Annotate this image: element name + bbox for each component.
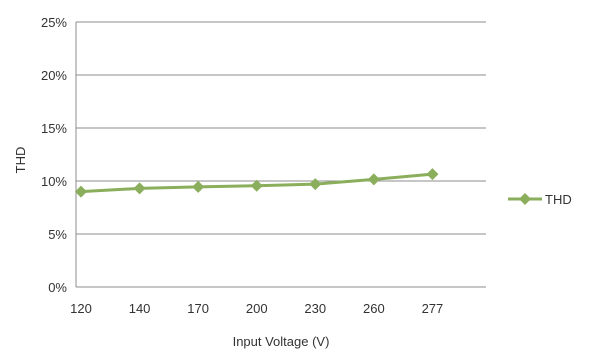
x-tick-label: 230	[304, 301, 326, 316]
data-point-marker	[133, 182, 146, 195]
series-thd	[75, 168, 439, 198]
y-tick-labels: 0% 5% 10% 15% 20% 25%	[41, 15, 67, 295]
data-point-marker	[250, 179, 263, 192]
y-axis-title: THD	[13, 147, 28, 174]
x-tick-label: 120	[70, 301, 92, 316]
legend-label-thd: THD	[545, 192, 572, 207]
x-tick-label: 140	[129, 301, 151, 316]
y-tick-label: 20%	[41, 68, 67, 83]
x-tick-label: 260	[363, 301, 385, 316]
x-tick-labels: 120 140 170 200 230 260 277	[70, 301, 443, 316]
gridlines	[76, 21, 486, 235]
axes	[75, 22, 486, 288]
data-point-marker	[367, 173, 380, 186]
data-point-marker	[192, 180, 205, 193]
y-tick-label: 15%	[41, 121, 67, 136]
y-tick-label: 5%	[48, 227, 67, 242]
legend: THD	[508, 192, 572, 207]
legend-marker-thd	[519, 193, 531, 205]
x-tick-label: 170	[187, 301, 209, 316]
x-tick-label: 200	[246, 301, 268, 316]
y-tick-label: 10%	[41, 174, 67, 189]
y-tick-label: 0%	[48, 280, 67, 295]
x-axis-title: Input Voltage (V)	[233, 334, 330, 349]
x-tick-label: 277	[422, 301, 444, 316]
y-tick-label: 25%	[41, 15, 67, 30]
data-point-marker	[75, 185, 87, 198]
data-point-marker	[426, 168, 439, 181]
data-point-marker	[309, 178, 322, 191]
